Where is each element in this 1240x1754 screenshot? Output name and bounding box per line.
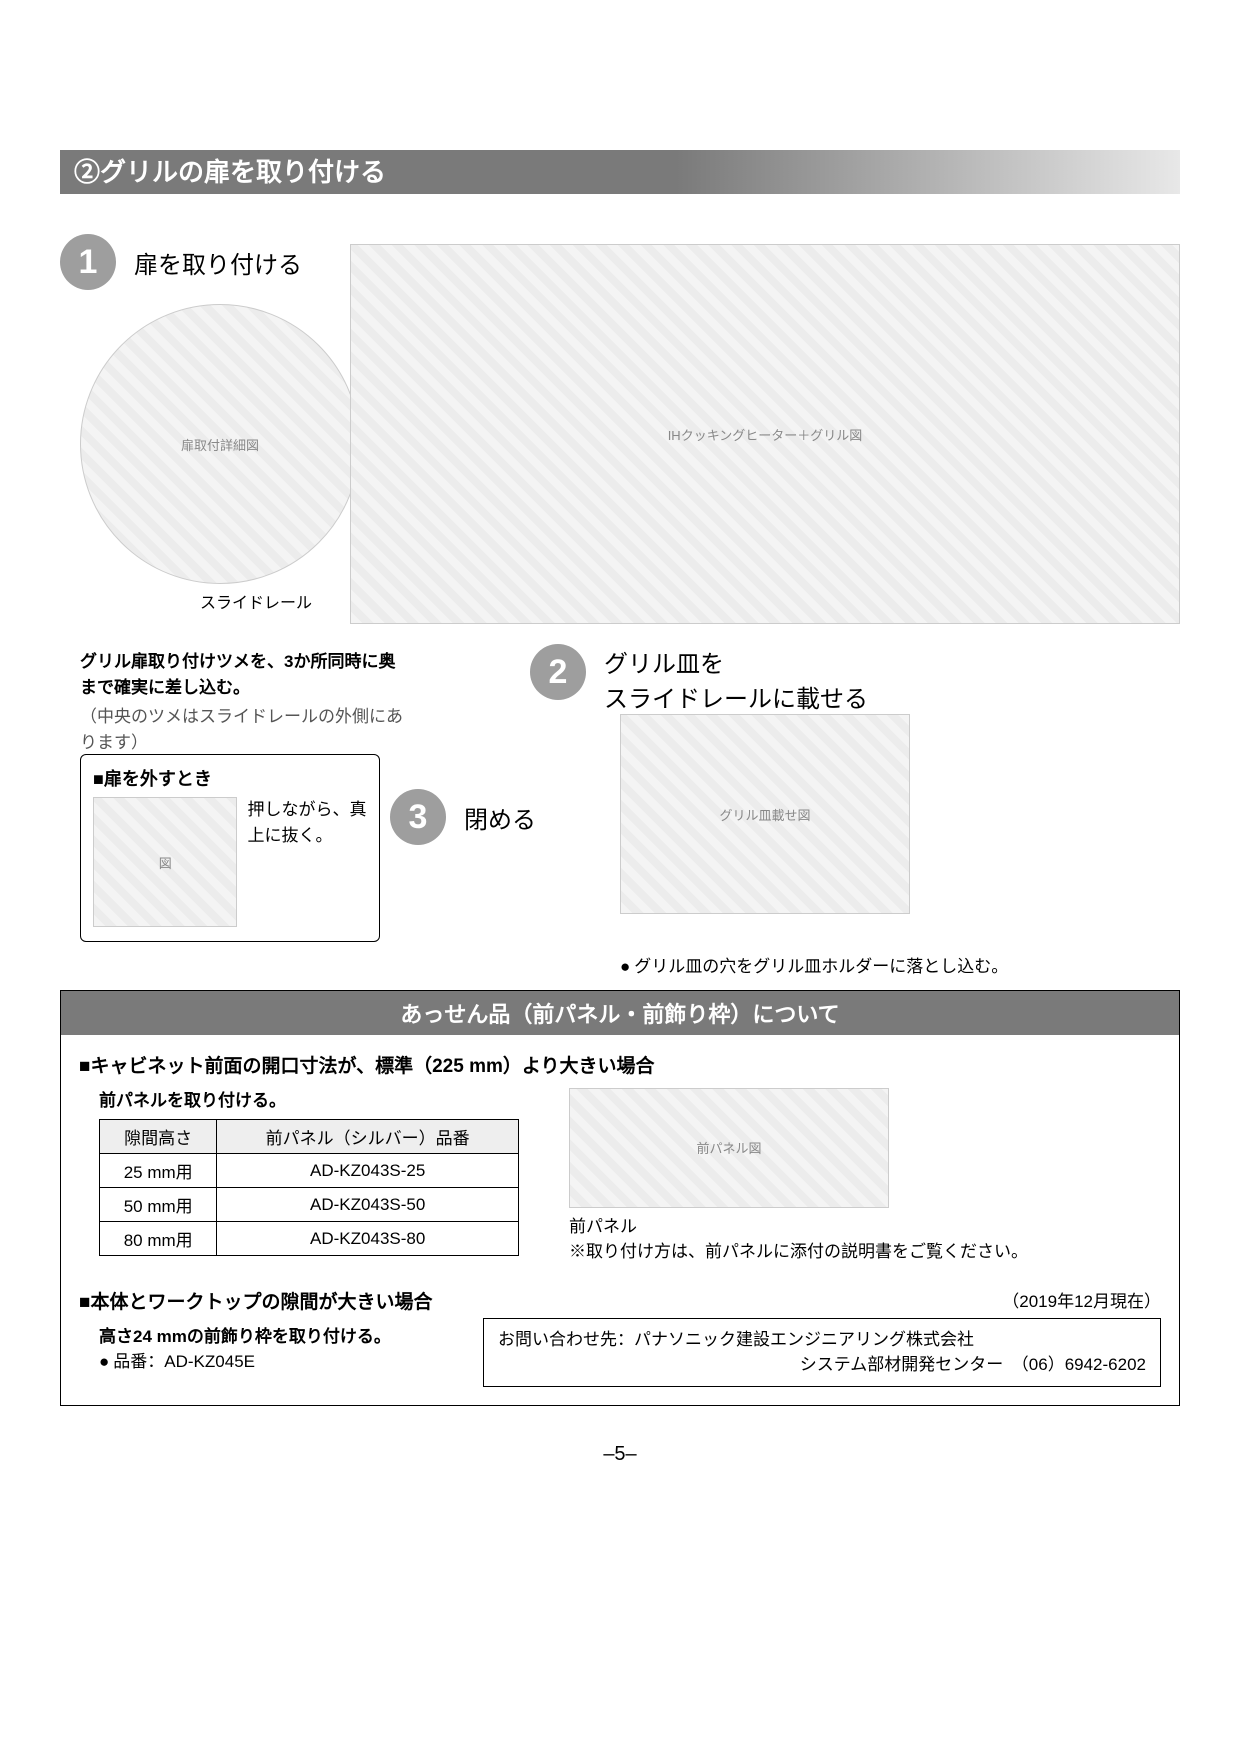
trim-pn-row: 品番：AD-KZ045E [99,1349,459,1375]
step-2-title-l2: スライドレールに載せる [604,679,868,714]
table-cell: 80 mm用 [100,1222,217,1256]
accessories-box: あっせん品（前パネル・前飾り枠）について ■キャビネット前面の開口寸法が、標準（… [60,990,1180,1406]
table-cell: AD-KZ043S-50 [217,1188,519,1222]
front-panel-illustration: 前パネル図 [569,1088,889,1208]
trim-pn-label: 品番： [113,1352,164,1371]
remove-door-box: ■扉を外すとき 図 押しながら、真上に抜く。 [80,754,380,942]
table-row: 50 mm用 AD-KZ043S-50 [100,1188,519,1222]
tray-note-text: グリル皿の穴をグリル皿ホルダーに落とし込む。 [634,957,1008,976]
step1-instr-note: （中央のツメはスライドレールの外側にあります） [80,704,410,755]
asof-date: （2019年12月現在） [483,1287,1161,1312]
step-3-badge: 3 [390,789,446,845]
front-panel-instr: 前パネルを取り付ける。 [99,1088,539,1114]
section-header: ②グリルの扉を取り付ける [60,150,1180,194]
front-panel-label: 前パネル [569,1214,1161,1240]
cabinet-heading: ■キャビネット前面の開口寸法が、標準（225 mm）より大きい場合 [79,1051,1161,1078]
contact-l2: システム部材開発センター （06）6942-6202 [498,1352,1146,1378]
contact-l1: お問い合わせ先：パナソニック建設エンジニアリング株式会社 [498,1327,1146,1353]
table-row: 80 mm用 AD-KZ043S-80 [100,1222,519,1256]
table-cell: 50 mm用 [100,1188,217,1222]
cooktop-grill-illustration: IHクッキングヒーター＋グリル図 [350,244,1180,624]
step2-tray-illustration: グリル皿載せ図 [620,714,910,914]
step-3-row: 3 閉める [390,789,536,845]
worktop-heading: ■本体とワークトップの隙間が大きい場合 [79,1287,459,1314]
accessories-header: あっせん品（前パネル・前飾り枠）について [61,991,1179,1035]
page-number: –5– [60,1443,1180,1466]
table-cell: 25 mm用 [100,1154,217,1188]
step-3-title: 閉める [464,800,536,835]
bullet-icon [620,957,634,976]
table-cell: AD-KZ043S-80 [217,1222,519,1256]
remove-note: 押しながら、真上に抜く。 [247,797,367,848]
step-1-badge: 1 [60,234,116,290]
step-2-title-l1: グリル皿を [604,644,868,679]
section-number: ② [74,157,100,187]
step-1-row: 1 扉を取り付ける [60,234,302,290]
trim-instr: 高さ24 mmの前飾り枠を取り付ける。 [99,1324,459,1350]
step1-detail-illustration: 扉取付詳細図 [80,304,360,584]
step1-instr-bold: グリル扉取り付けツメを、3か所同時に奥まで確実に差し込む。 [80,649,410,700]
steps-area: 1 扉を取り付ける 扉取付詳細図 スライドレール IHクッキングヒーター＋グリル… [60,234,1180,934]
step-2-row: 2 グリル皿を スライドレールに載せる [530,644,868,714]
slide-rail-label: スライドレール [200,589,312,613]
remove-door-illustration: 図 [93,797,237,927]
table-row: 25 mm用 AD-KZ043S-25 [100,1154,519,1188]
step1-instruction: グリル扉取り付けツメを、3か所同時に奥まで確実に差し込む。 （中央のツメはスライ… [80,649,410,755]
contact-box: お問い合わせ先：パナソニック建設エンジニアリング株式会社 システム部材開発センタ… [483,1318,1161,1387]
tray-note: グリル皿の穴をグリル皿ホルダーに落とし込む。 [620,954,1180,980]
table-col2: 前パネル（シルバー）品番 [217,1120,519,1154]
front-panel-note: ※取り付け方は、前パネルに添付の説明書をご覧ください。 [569,1239,1161,1265]
step-2-badge: 2 [530,644,586,700]
section-title: グリルの扉を取り付ける [100,157,386,187]
bullet-icon [99,1352,113,1371]
panel-table: 隙間高さ 前パネル（シルバー）品番 25 mm用 AD-KZ043S-25 50… [99,1119,519,1256]
step-1-title: 扉を取り付ける [134,245,302,280]
table-cell: AD-KZ043S-25 [217,1154,519,1188]
trim-pn: AD-KZ045E [164,1352,255,1371]
remove-heading: ■扉を外すとき [93,765,367,791]
table-col1: 隙間高さ [100,1120,217,1154]
